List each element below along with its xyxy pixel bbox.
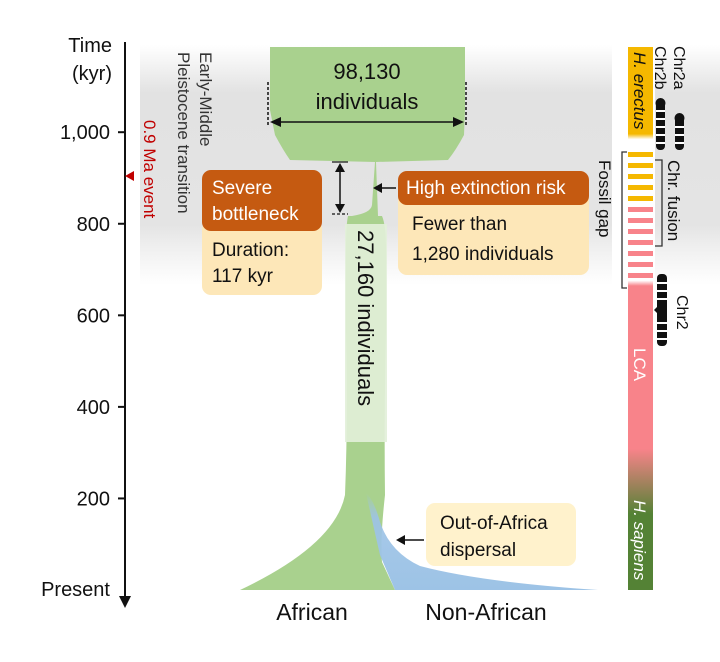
non-african-label: Non-African: [425, 599, 546, 625]
bottleneck-box: [202, 170, 322, 231]
transition-band-right: [655, 45, 720, 285]
chr-fusion-bracket: [655, 159, 663, 247]
transition-label-line1: Early-Middle: [196, 52, 215, 146]
ancestral-arrowhead-left: [270, 117, 281, 127]
lineage-bar: [628, 47, 653, 590]
chr2b-label: Chr2b: [651, 46, 668, 90]
fossil-gap-bracket: [621, 151, 627, 289]
axis-tick-label: 800: [77, 214, 110, 236]
axis-title-line2: (kyr): [72, 63, 112, 85]
fossil-gap-stripe: [628, 207, 653, 212]
fossil-gap-stripe: [628, 240, 653, 245]
dispersal-box: [426, 503, 576, 566]
chromosome-band: [656, 118, 665, 120]
chr2a-chromosome-icon: [674, 113, 685, 150]
chromosome-band: [656, 110, 665, 112]
chromosome-band: [675, 134, 684, 136]
chromosome-band: [657, 298, 667, 300]
duration-box: [202, 220, 322, 295]
bottleneck-title-line2: bottleneck: [212, 204, 299, 225]
h-sapiens-label: H. sapiens: [630, 500, 649, 581]
extinction-pointer-head: [373, 183, 382, 193]
duration-line2: 117 kyr: [212, 266, 274, 287]
extinction-title: High extinction risk: [406, 178, 566, 199]
h-erectus-label: H. erectus: [630, 52, 649, 130]
fossil-gap-stripe: [628, 218, 653, 223]
axis-tick-label: 600: [77, 305, 110, 327]
chromosome-band: [656, 142, 665, 144]
chromosome-band: [675, 142, 684, 144]
event-marker-icon: [125, 171, 134, 181]
fossil-gap-stripe: [628, 196, 653, 201]
chromosome-bands: [656, 110, 684, 340]
fossil-gap-stripe: [628, 273, 653, 278]
chr2-label: Chr2: [673, 295, 690, 330]
fossil-gap-stripe: [628, 185, 653, 190]
time-axis-arrowhead: [119, 596, 131, 608]
extinction-box: [398, 171, 589, 205]
fossil-gap-stripe: [628, 251, 653, 256]
fossil-gap-stripe: [628, 152, 653, 157]
dispersal-line1: Out-of-Africa: [440, 513, 548, 534]
chr-fusion-label: Chr. fusion: [664, 160, 683, 241]
dispersal-pointer-head: [396, 535, 405, 545]
chromosome-band: [657, 330, 667, 332]
axis-present-label: Present: [41, 579, 110, 601]
duration-arrowhead-down: [335, 204, 345, 213]
axis-tick-label: 400: [77, 397, 110, 419]
duration-arrowhead-up: [335, 163, 345, 172]
african-label: African: [276, 599, 348, 625]
ancestral-unit: individuals: [316, 89, 419, 114]
recovered-label: 27,160 individuals: [353, 230, 378, 406]
ancestral-count: 98,130: [333, 59, 400, 84]
fossil-gap-stripe: [628, 229, 653, 234]
chromosome-band: [657, 282, 667, 284]
recovered-label-box: [345, 224, 387, 442]
chromosome-band: [657, 290, 667, 292]
chromosome-band: [657, 338, 667, 340]
fossil-gap-stripe: [628, 163, 653, 168]
chromosome-band: [657, 322, 667, 324]
fossil-gap-stripes: [628, 152, 653, 278]
dispersal-line2: dispersal: [440, 540, 516, 561]
transition-label-line2: Pleistocene transition: [174, 52, 193, 214]
lca-label: LCA: [630, 348, 649, 382]
duration-line1: Duration:: [212, 240, 289, 261]
axis-tick-label: 1,000: [60, 122, 110, 144]
chromosome-band: [675, 126, 684, 128]
extinction-detail-line1: Fewer than: [412, 214, 507, 235]
fossil-gap-label: Fossil gap: [595, 160, 614, 237]
chromosome-band: [656, 134, 665, 136]
chr2b-chromosome-icon: [655, 98, 666, 150]
fossil-gap-stripe: [628, 174, 653, 179]
bottleneck-title-line1: Severe: [212, 178, 272, 199]
ancestral-arrowhead-right: [453, 117, 464, 127]
axis-ticks: 1,000 800 600 400 200: [60, 122, 125, 510]
extinction-detail-line2: 1,280 individuals: [412, 244, 554, 265]
chromosome-band: [656, 126, 665, 128]
axis-title-line1: Time: [68, 35, 112, 57]
event-label: 0.9 Ma event: [140, 120, 159, 219]
fossil-gap-stripe: [628, 262, 653, 267]
chr2a-label: Chr2a: [670, 46, 687, 90]
axis-tick-label: 200: [77, 488, 110, 510]
extinction-detail-box: [398, 190, 589, 275]
